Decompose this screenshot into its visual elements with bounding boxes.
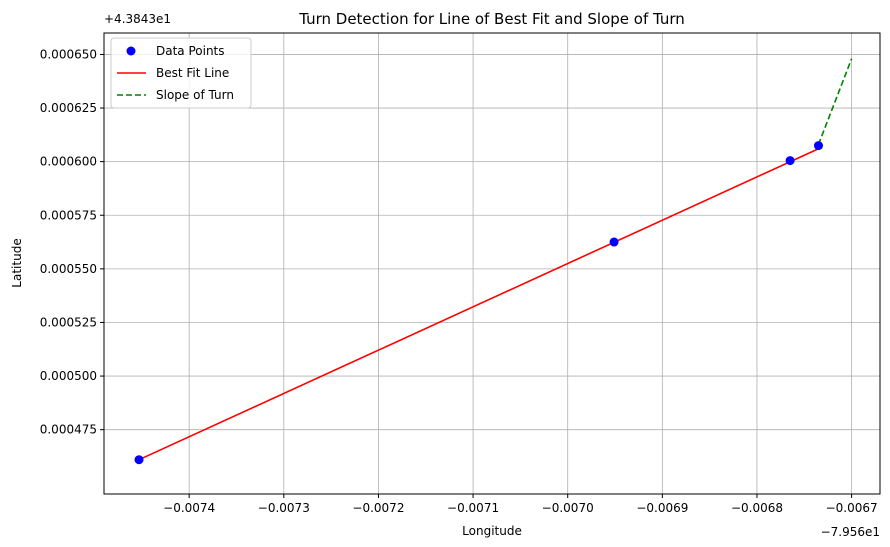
x-tick-label: −0.0068: [731, 501, 783, 515]
x-axis-offset-label: −7.956e1: [821, 525, 880, 539]
data-point-marker: [134, 455, 144, 465]
data-point-marker: [785, 156, 795, 166]
axis-ticks: −0.0074 −0.0073 −0.0072 −0.0071 −0.0070 −0.00…: [40, 47, 878, 515]
x-tick-label: −0.0071: [447, 501, 499, 515]
best-fit-line-segment: [138, 148, 819, 461]
y-tick-label: 0.000575: [40, 208, 97, 222]
y-tick-label: 0.000650: [40, 47, 97, 61]
y-tick-label: 0.000550: [40, 262, 97, 276]
legend-marker-data-points: [126, 46, 136, 56]
chart-title: Turn Detection for Line of Best Fit and …: [298, 10, 685, 28]
y-tick-label: 0.000600: [40, 155, 97, 169]
x-tick-label: −0.0067: [826, 501, 878, 515]
data-point-marker: [813, 141, 823, 151]
x-tick-label: −0.0073: [258, 501, 310, 515]
plot-area-frame: [103, 32, 881, 495]
x-tick-label: −0.0070: [542, 501, 594, 515]
legend-label-slope-of-turn: Slope of Turn: [156, 88, 234, 102]
legend-box: [110, 37, 252, 109]
legend-label-data-points: Data Points: [156, 44, 225, 58]
x-axis-label: Longitude: [462, 524, 522, 538]
plot-series: [134, 58, 853, 465]
grid-lines: [104, 33, 880, 494]
data-point-marker: [609, 237, 619, 247]
y-tick-label: 0.000500: [40, 369, 97, 383]
legend-label-best-fit-line: Best Fit Line: [156, 66, 229, 80]
legend: Data Points Best Fit Line Slope of Turn: [110, 37, 252, 109]
y-axis-label: Latitude: [10, 238, 24, 287]
x-tick-label: −0.0072: [352, 501, 404, 515]
x-tick-label: −0.0069: [636, 501, 688, 515]
slope-of-turn-segment: [817, 58, 853, 145]
y-tick-label: 0.000475: [40, 423, 97, 437]
y-tick-label: 0.000525: [40, 315, 97, 329]
x-tick-label: −0.0074: [163, 501, 215, 515]
y-axis-offset-label: +4.3843e1: [104, 12, 171, 26]
y-tick-label: 0.000625: [40, 101, 97, 115]
